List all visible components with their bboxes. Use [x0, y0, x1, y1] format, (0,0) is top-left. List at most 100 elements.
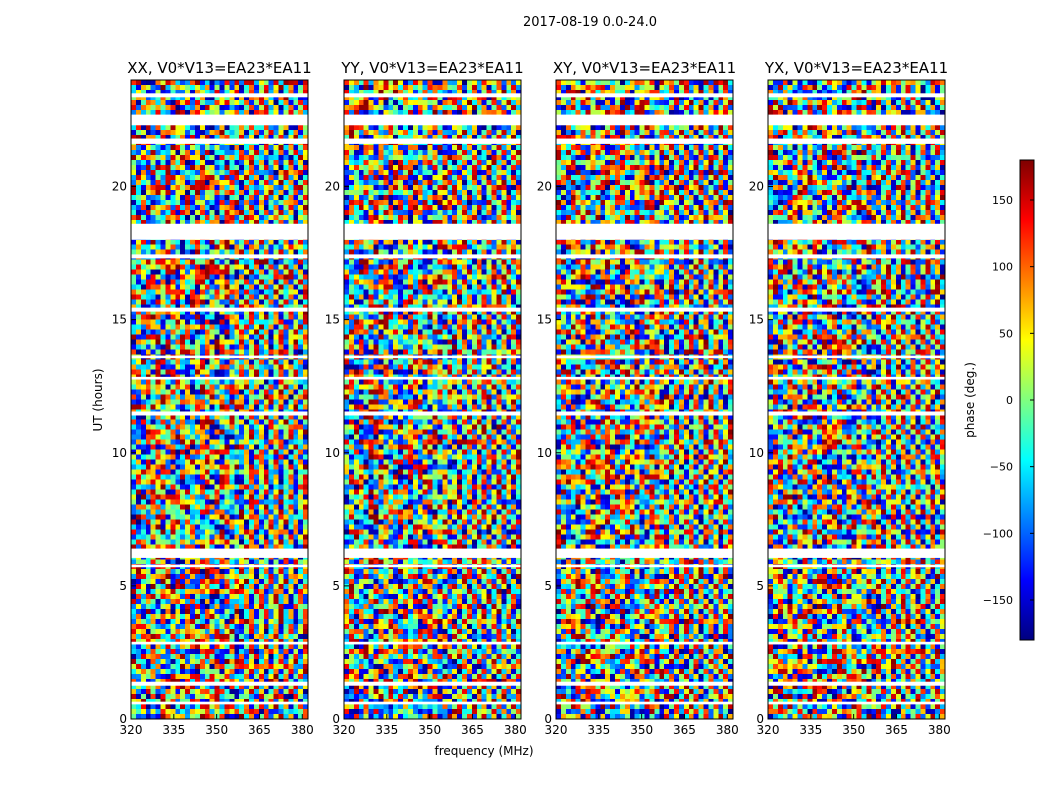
flagged-gap — [131, 254, 308, 259]
x-tick-label: 350 — [630, 723, 653, 737]
panel-3: XY, V0*V13=EA23*EA11 320 335 350 365 380 0 5 10 1… — [537, 59, 739, 737]
flagged-gap — [768, 681, 945, 686]
flagged-gap — [768, 254, 945, 259]
y-axis-label: UT (hours) — [91, 368, 105, 431]
y-tick-label: 10 — [749, 446, 764, 460]
colorbar-tick-label: 0 — [1006, 394, 1013, 407]
x-tick-label: 320 — [333, 723, 356, 737]
phase-heatmap — [131, 80, 309, 720]
flagged-gap — [131, 681, 308, 686]
flagged-gap — [768, 376, 945, 380]
panel-4: YX, V0*V13=EA23*EA11 320 335 350 365 380 0 5 10 1… — [749, 59, 951, 737]
y-tick-label: 5 — [544, 579, 552, 593]
x-tick-label: 350 — [418, 723, 441, 737]
y-tick-label: 0 — [544, 712, 552, 726]
x-tick-label: 335 — [799, 723, 822, 737]
y-tick-label: 15 — [749, 313, 764, 327]
y-tick-label: 20 — [112, 180, 127, 194]
panel-title: YX, V0*V13=EA23*EA11 — [764, 59, 948, 77]
flagged-gap — [556, 411, 733, 416]
flagged-gap — [556, 138, 733, 144]
x-tick-label: 365 — [461, 723, 484, 737]
flagged-gap — [556, 681, 733, 686]
y-tick-label: 20 — [537, 180, 552, 194]
flagged-gap — [556, 701, 733, 705]
y-tick-label: 5 — [119, 579, 127, 593]
y-tick-label: 0 — [332, 712, 340, 726]
flagged-gap — [556, 376, 733, 380]
flagged-gap — [131, 138, 308, 144]
figure-suptitle: 2017-08-19 0.0-24.0 — [523, 15, 657, 30]
flagged-gap — [556, 564, 733, 568]
flagged-gap — [344, 376, 521, 380]
x-tick-label: 335 — [587, 723, 610, 737]
flagged-gap — [556, 114, 733, 126]
flagged-gap — [556, 548, 733, 558]
x-tick-label: 380 — [504, 723, 527, 737]
flagged-gap — [344, 138, 521, 144]
x-tick-label: 365 — [248, 723, 271, 737]
flagged-gap — [768, 307, 945, 312]
flagged-gap — [556, 307, 733, 312]
x-tick-label: 335 — [162, 723, 185, 737]
y-tick-label: 10 — [537, 446, 552, 460]
phase-heatmap — [768, 80, 946, 720]
flagged-gap — [131, 548, 308, 558]
panel-2: YY, V0*V13=EA23*EA11 320 335 350 365 380 0 5 10 1… — [325, 59, 527, 737]
flagged-gap — [556, 223, 733, 240]
flagged-gap — [131, 701, 308, 705]
y-tick-label: 20 — [749, 180, 764, 194]
flagged-gap — [131, 114, 308, 126]
panel-frame — [343, 79, 522, 720]
flagged-gap — [131, 93, 308, 98]
x-tick-label: 380 — [291, 723, 314, 737]
y-tick-label: 15 — [112, 313, 127, 327]
colorbar-tick-label: −150 — [983, 594, 1013, 607]
flagged-gap — [768, 355, 945, 359]
panel-1: XX, V0*V13=EA23*EA11 320 335 350 365 380 0 5 10 1… — [112, 59, 314, 737]
flagged-gap — [344, 564, 521, 568]
flagged-gap — [556, 641, 733, 645]
x-tick-label: 380 — [928, 723, 951, 737]
panel-frame — [767, 79, 946, 720]
flagged-gap — [344, 93, 521, 98]
flagged-gap — [131, 355, 308, 359]
flagged-gap — [768, 114, 945, 126]
panel-title: YY, V0*V13=EA23*EA11 — [340, 59, 523, 77]
x-tick-label: 365 — [673, 723, 696, 737]
flagged-gap — [131, 307, 308, 312]
flagged-gap — [768, 93, 945, 98]
flagged-gap — [131, 641, 308, 645]
y-tick-label: 15 — [325, 313, 340, 327]
x-tick-label: 320 — [545, 723, 568, 737]
y-tick-label: 10 — [112, 446, 127, 460]
flagged-gap — [556, 93, 733, 98]
y-tick-label: 5 — [332, 579, 340, 593]
phase-heatmap — [556, 80, 734, 720]
x-axis-label: frequency (MHz) — [434, 744, 533, 758]
panel-title: XX, V0*V13=EA23*EA11 — [127, 59, 311, 77]
panel-frame — [555, 79, 734, 720]
flagged-gap — [344, 223, 521, 240]
flagged-gap — [344, 701, 521, 705]
x-tick-label: 350 — [842, 723, 865, 737]
colorbar-tick-label: −50 — [990, 461, 1013, 474]
flagged-gap — [131, 411, 308, 416]
colorbar-tick-label: 50 — [999, 327, 1013, 340]
colorbar-tick-label: −100 — [983, 527, 1013, 540]
y-tick-label: 0 — [119, 712, 127, 726]
flagged-gap — [556, 254, 733, 259]
y-tick-label: 15 — [537, 313, 552, 327]
phase-heatmap — [344, 80, 522, 720]
colorbar-label: phase (deg.) — [963, 362, 977, 438]
flagged-gap — [344, 307, 521, 312]
x-tick-label: 350 — [205, 723, 228, 737]
flagged-gap — [768, 138, 945, 144]
y-tick-label: 0 — [756, 712, 764, 726]
flagged-gap — [768, 641, 945, 645]
x-tick-label: 320 — [757, 723, 780, 737]
colorbar-tick-label: 150 — [992, 194, 1013, 207]
flagged-gap — [344, 355, 521, 359]
flagged-gap — [344, 254, 521, 259]
